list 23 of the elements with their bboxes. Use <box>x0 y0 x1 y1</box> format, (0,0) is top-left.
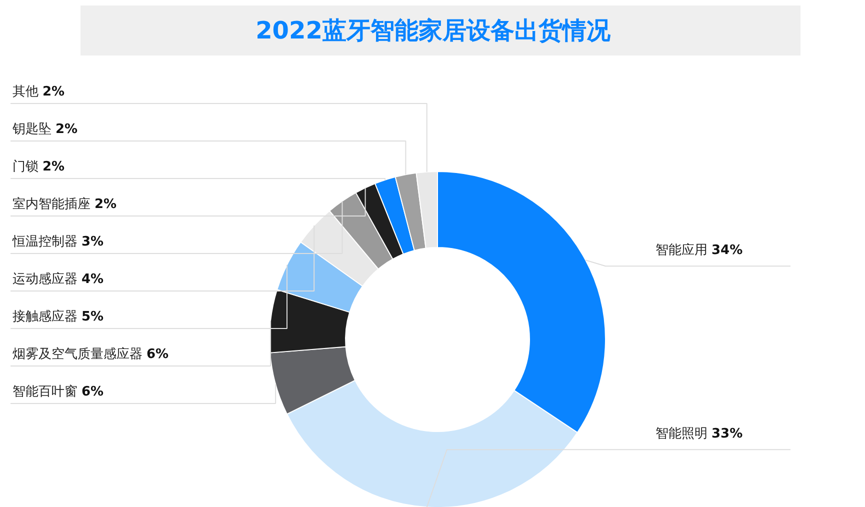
slice-label: 烟雾及空气质量感应器 <box>12 346 142 362</box>
slice-label: 运动感应器 <box>12 271 78 287</box>
data-label: 4% <box>82 272 104 287</box>
slice-label: 智能照明 <box>656 426 708 442</box>
chart-title: 2022蓝牙智能家居设备出货情况 <box>256 16 612 44</box>
data-label: 33% <box>712 426 743 442</box>
data-label: 3% <box>82 234 104 250</box>
slice-label: 门锁 <box>12 158 38 174</box>
slice-label: 钥匙坠 <box>12 122 52 137</box>
slice-label: 其他 <box>12 84 38 100</box>
data-label: 2% <box>42 84 65 100</box>
slice-label: 接触感应器 <box>12 308 78 324</box>
data-label: 34% <box>712 243 743 258</box>
data-label: 2% <box>42 160 65 174</box>
slice-label: 智能应用 <box>656 242 708 258</box>
data-label: 5% <box>82 310 104 324</box>
data-label: 6% <box>146 347 169 362</box>
slice-label: 恒温控制器 <box>12 234 78 250</box>
data-label: 2% <box>56 122 78 137</box>
data-label: 6% <box>82 384 104 400</box>
slice-label: 室内智能插座 <box>12 196 90 212</box>
data-label: 2% <box>94 197 117 212</box>
slice-label: 智能百叶窗 <box>12 384 78 400</box>
